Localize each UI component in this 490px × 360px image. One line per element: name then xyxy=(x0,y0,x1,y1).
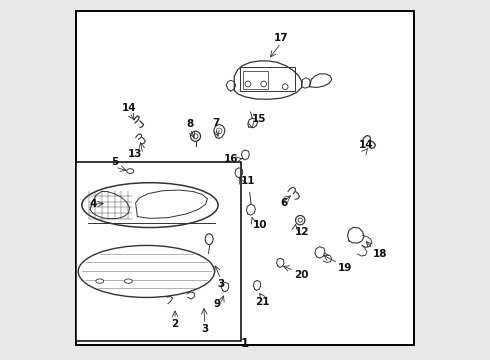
Text: 3: 3 xyxy=(217,279,224,289)
Bar xyxy=(76,162,242,341)
Text: 16: 16 xyxy=(224,154,239,164)
Text: 10: 10 xyxy=(253,220,268,230)
Text: 19: 19 xyxy=(338,263,353,273)
Ellipse shape xyxy=(96,279,104,283)
Text: 17: 17 xyxy=(273,33,288,43)
Text: 14: 14 xyxy=(359,140,373,150)
Bar xyxy=(243,71,269,89)
Text: 5: 5 xyxy=(112,157,119,167)
Ellipse shape xyxy=(191,131,200,141)
Text: 2: 2 xyxy=(172,319,179,329)
Text: 1: 1 xyxy=(241,337,249,350)
Ellipse shape xyxy=(124,279,132,283)
Text: 6: 6 xyxy=(281,198,288,208)
Text: 21: 21 xyxy=(255,297,270,307)
Text: 20: 20 xyxy=(294,270,308,280)
Ellipse shape xyxy=(82,183,218,228)
Text: 12: 12 xyxy=(295,227,310,237)
Ellipse shape xyxy=(78,246,215,297)
Text: 13: 13 xyxy=(128,149,143,159)
Text: 9: 9 xyxy=(214,299,220,309)
Text: 15: 15 xyxy=(251,114,266,124)
Ellipse shape xyxy=(298,218,302,222)
Text: 8: 8 xyxy=(187,119,194,129)
Text: 3: 3 xyxy=(201,324,208,334)
Text: 11: 11 xyxy=(241,176,255,186)
Text: 7: 7 xyxy=(212,118,220,128)
Text: 14: 14 xyxy=(122,103,137,113)
Text: 4: 4 xyxy=(89,199,97,210)
Ellipse shape xyxy=(126,169,134,174)
Ellipse shape xyxy=(193,134,198,139)
Ellipse shape xyxy=(295,216,305,225)
Bar xyxy=(240,67,295,91)
Ellipse shape xyxy=(205,234,213,244)
Text: 18: 18 xyxy=(373,249,387,259)
